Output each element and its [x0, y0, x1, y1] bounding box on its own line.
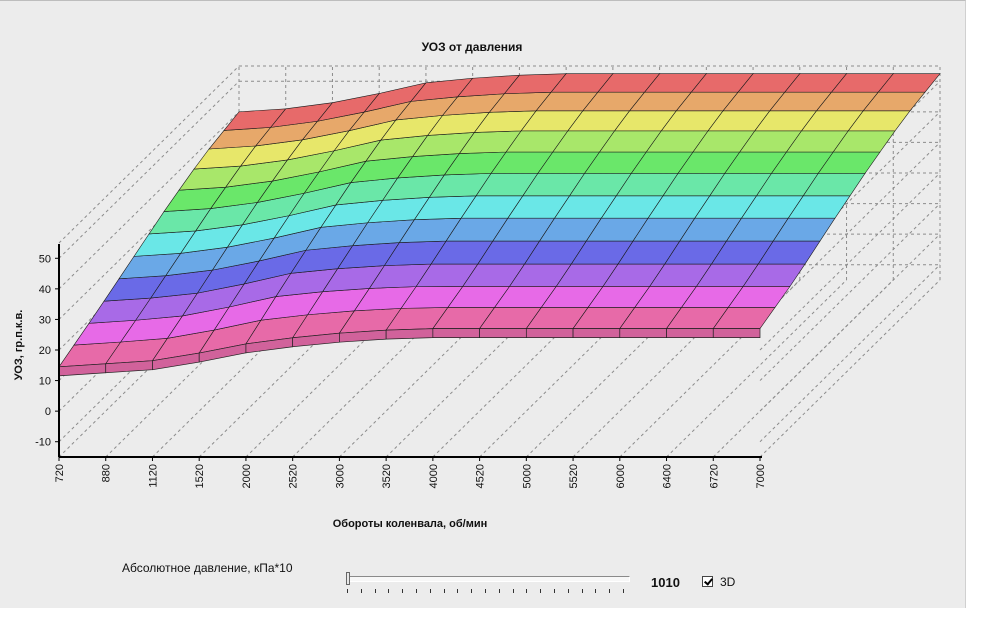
x-axis-label: Обороты коленвала, об/мин [333, 518, 488, 530]
floor-depth-line [759, 279, 941, 458]
x-tick-label: 720 [54, 464, 66, 482]
right-depth-line [759, 233, 941, 412]
chart-axes: 50 40 30 20 10 0 -10 720 880 1120 1520 2000 2520 3000… [35, 244, 767, 488]
y-tick-label: 30 [39, 314, 51, 326]
slider-tick [581, 589, 583, 593]
slider-tick [512, 589, 514, 593]
right-depth-line [759, 264, 941, 443]
x-tick-label: 6000 [615, 464, 627, 488]
left-depth-line [58, 80, 240, 259]
surface-front-edge [572, 328, 621, 338]
pressure-slider[interactable] [344, 572, 630, 600]
left-depth-line [58, 65, 240, 244]
x-tick-label: 4000 [428, 464, 440, 488]
chart-surface [58, 73, 941, 377]
x-tick-label: 1120 [147, 464, 159, 488]
slider-tick [595, 589, 597, 593]
surface-front-edge [525, 328, 574, 338]
x-tick-label: 6720 [708, 464, 720, 488]
y-tick-label: 20 [39, 345, 51, 357]
checkbox-3d-label[interactable]: 3D [720, 575, 736, 589]
slider-tick [388, 589, 390, 593]
slider-tick [540, 589, 542, 593]
slider-tick [457, 589, 459, 593]
slider-tick [471, 589, 473, 593]
slider-tick [402, 589, 404, 593]
slider-tick [374, 589, 376, 593]
pressure-label: Абсолютное давление, кПа*10 [122, 561, 293, 575]
x-tick-label: 6400 [662, 464, 674, 488]
y-tick-label: 40 [39, 284, 51, 296]
right-depth-line [759, 203, 941, 381]
window-edge [967, 0, 987, 617]
pressure-value: 1010 [651, 575, 680, 590]
y-tick-label: 10 [39, 376, 51, 388]
surface-front-edge [385, 328, 434, 340]
right-depth-line [759, 172, 941, 351]
surface-front-edge [712, 328, 761, 338]
x-tick-label: 2000 [241, 464, 253, 488]
slider-tick [567, 589, 569, 593]
x-tick-label: 3520 [381, 464, 393, 488]
slider-tick [429, 589, 431, 593]
y-tick-label: 50 [39, 253, 51, 265]
slider-tick [623, 589, 624, 593]
checkbox-3d[interactable] [702, 576, 713, 587]
slider-tick [498, 589, 500, 593]
y-tick-label: 0 [45, 406, 51, 418]
surface-front-edge [432, 328, 480, 338]
slider-ticks [344, 589, 630, 597]
slider-tick [526, 589, 528, 593]
slider-tick [443, 589, 445, 593]
surface-front-edge [619, 328, 667, 338]
surface-front-edge [666, 328, 714, 338]
x-tick-label: 5520 [568, 464, 580, 488]
surface-cell [877, 73, 941, 93]
x-tick-label: 3000 [334, 464, 346, 488]
chart-title: УОЗ от давления [422, 40, 523, 54]
slider-tick [360, 589, 362, 593]
slider-tick [485, 589, 486, 593]
x-tick-label: 2520 [288, 464, 300, 488]
right-depth-line [759, 142, 941, 320]
x-tick-label: 880 [101, 464, 113, 482]
left-depth-line [58, 111, 240, 290]
slider-tick [609, 589, 611, 593]
surface-front-edge [479, 328, 527, 338]
y-axis-label: УОЗ, гр.п.к.в. [13, 310, 25, 381]
slider-tick [554, 589, 555, 593]
slider-track[interactable] [346, 576, 630, 582]
slider-tick [416, 589, 417, 593]
slider-thumb[interactable] [346, 572, 350, 585]
y-tick-label: -10 [35, 437, 51, 449]
x-tick-label: 7000 [755, 464, 767, 488]
x-tick-label: 5000 [521, 464, 533, 488]
slider-tick [347, 589, 348, 593]
x-tick-label: 4520 [475, 464, 487, 488]
floor-depth-line [666, 279, 847, 458]
x-tick-label: 1520 [194, 464, 206, 488]
